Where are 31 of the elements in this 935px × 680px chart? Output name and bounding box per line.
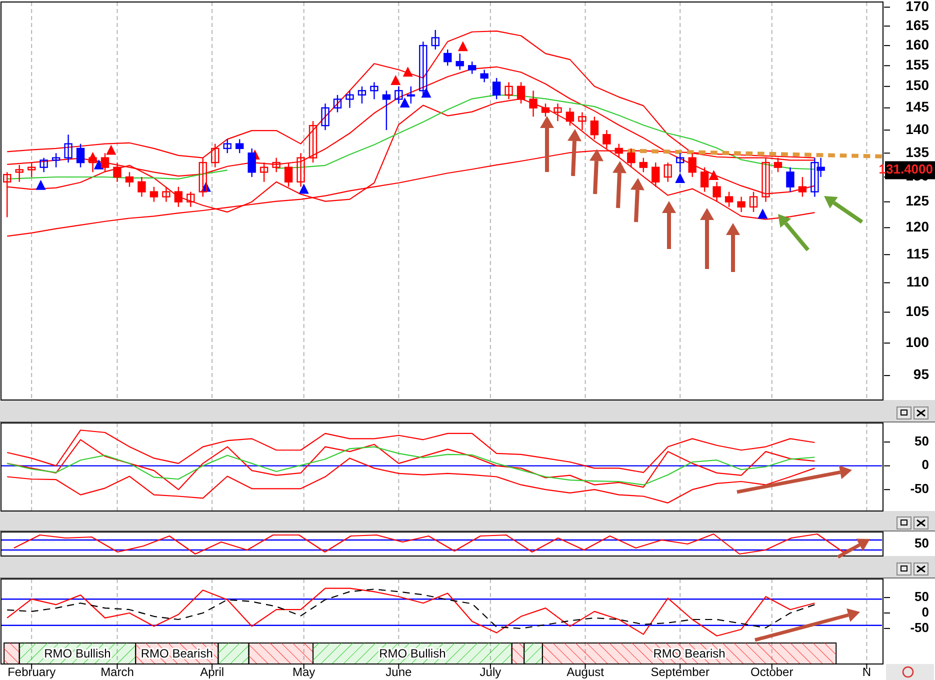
y-tick-label: 0: [922, 604, 929, 620]
y-tick-label: 50: [914, 433, 929, 448]
x-tick-label: June: [386, 665, 412, 680]
y-tick-label: 120: [906, 218, 930, 234]
x-tick-label: February: [8, 665, 56, 680]
y-tick-label: 125: [906, 192, 930, 209]
x-tick-label: March: [100, 665, 134, 680]
y-tick-label: 105: [906, 302, 930, 319]
y-tick-label: 155: [906, 56, 930, 72]
x-tick-label: April: [200, 665, 224, 680]
y-tick-label: 145: [906, 98, 930, 115]
y-tick-label: 110: [906, 273, 930, 290]
y-tick-label: 50: [914, 588, 929, 604]
y-tick-label: -50: [910, 620, 929, 635]
y-tick-label: 150: [906, 77, 930, 94]
x-tick-label: N: [862, 665, 872, 680]
y-tick-label: 100: [906, 334, 930, 350]
y-tick-label: 135: [906, 144, 930, 160]
y-tick-label: 95: [913, 366, 930, 382]
x-tick-label: July: [480, 665, 502, 680]
y-tick-label: 160: [906, 36, 930, 52]
y-tick-label: 0: [922, 457, 929, 472]
x-tick-label: October: [750, 665, 794, 680]
y-tick-label: 165: [906, 16, 930, 33]
y-tick-label: 115: [906, 245, 930, 262]
y-tick-label: 140: [906, 120, 930, 137]
x-tick-label: September: [650, 665, 710, 680]
y-tick-label: 170: [906, 0, 930, 14]
y-tick-label: -50: [910, 481, 929, 496]
x-tick-label: August: [566, 665, 605, 680]
x-tick-label: May: [292, 665, 316, 680]
